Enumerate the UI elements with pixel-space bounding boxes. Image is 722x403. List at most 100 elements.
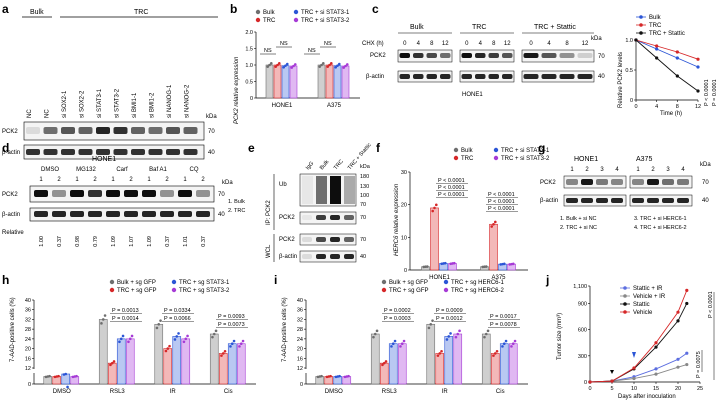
data-point bbox=[282, 65, 286, 69]
legend-label: TRC + sg GFP bbox=[389, 288, 429, 294]
p-value: P = 0.0073 bbox=[218, 322, 245, 328]
band-pck2 bbox=[541, 53, 557, 58]
treatment-label: Carf bbox=[116, 167, 128, 173]
time-label: 4 bbox=[479, 41, 483, 47]
y-tick-label: 28 bbox=[25, 327, 31, 333]
band-pck2 bbox=[160, 190, 174, 197]
p-value: P < 0.0001 bbox=[488, 206, 515, 212]
kda-label: 130 bbox=[360, 184, 369, 190]
data-point bbox=[118, 340, 121, 344]
band-actin bbox=[26, 149, 40, 155]
panel-c-p2: P = 0.0001 bbox=[712, 79, 718, 106]
legend-marker bbox=[381, 279, 387, 285]
inoculation-marker bbox=[610, 370, 614, 374]
band-actin bbox=[344, 254, 354, 259]
data-point bbox=[494, 220, 497, 224]
data-point bbox=[447, 335, 451, 338]
data-point bbox=[101, 318, 105, 321]
data-point bbox=[436, 354, 440, 357]
band-actin bbox=[677, 198, 689, 203]
x-tick-label: 20 bbox=[675, 386, 681, 392]
data-point bbox=[229, 345, 232, 348]
series-line bbox=[589, 290, 688, 383]
y-tick-label: 1.0 bbox=[625, 38, 633, 44]
data-point bbox=[655, 44, 659, 48]
y-tick-label: 36 bbox=[25, 308, 31, 314]
legend-label: Bulk bbox=[263, 10, 276, 16]
data-point bbox=[214, 329, 218, 333]
bar bbox=[435, 353, 445, 385]
lane-number: 3 bbox=[666, 167, 670, 173]
p-value: P = 0.0066 bbox=[164, 316, 191, 322]
band-pck2 bbox=[142, 190, 156, 197]
relative-value: 0.37 bbox=[57, 236, 63, 247]
band-pck2 bbox=[426, 53, 437, 58]
lane-number: 2 bbox=[93, 177, 97, 183]
legend-marker bbox=[293, 17, 299, 23]
data-point bbox=[278, 62, 281, 65]
bar bbox=[98, 319, 108, 385]
band-pck2 bbox=[559, 53, 575, 58]
band-pck2 bbox=[78, 127, 93, 134]
bar bbox=[397, 343, 407, 385]
data-point bbox=[372, 335, 375, 339]
blot-actin bbox=[299, 250, 357, 263]
data-point bbox=[483, 335, 486, 339]
data-point bbox=[346, 63, 349, 66]
legend-label: TRC + sg HERC6-2 bbox=[451, 288, 505, 294]
time-label: 8 bbox=[430, 41, 434, 47]
data-point bbox=[239, 342, 243, 346]
lane-label: si NANOG-2 bbox=[185, 84, 191, 118]
p-value: P = 0.0078 bbox=[490, 322, 517, 328]
data-point bbox=[504, 339, 508, 343]
data-point bbox=[390, 345, 393, 348]
data-point bbox=[654, 345, 658, 349]
kda-label: 70 bbox=[360, 202, 366, 208]
band-actin bbox=[577, 74, 593, 79]
data-point bbox=[330, 62, 333, 65]
p-value: P = 0.0003 bbox=[384, 316, 411, 322]
bar bbox=[236, 343, 246, 385]
panel-c-p1: P < 0.0001 bbox=[704, 79, 710, 106]
blot-ub bbox=[299, 173, 357, 207]
band-pck2 bbox=[148, 127, 163, 134]
data-point bbox=[173, 338, 177, 341]
band-pck2-ip bbox=[344, 215, 354, 220]
y-tick-label: 20 bbox=[401, 203, 407, 209]
lane-number: 4 bbox=[681, 167, 685, 173]
data-point bbox=[290, 66, 294, 69]
legend-label: Bulk + sg GFP bbox=[389, 280, 428, 286]
panel-c-kda: kDa bbox=[591, 36, 602, 42]
bar bbox=[218, 353, 228, 385]
panel-c-time-labels: 0 4 8 12 0 4 8 12 0 4 8 12 bbox=[403, 41, 589, 47]
band-actin bbox=[523, 74, 539, 79]
legend-label: Stattic + IR bbox=[633, 286, 663, 292]
band-pck2 bbox=[196, 190, 210, 197]
lane-number: 4 bbox=[615, 167, 619, 173]
band-actin bbox=[34, 211, 48, 217]
category-label: IR bbox=[170, 389, 177, 395]
bar bbox=[444, 336, 454, 385]
panel-c-header-stattic: TRC + Stattic bbox=[534, 24, 576, 31]
kda-label: 70 bbox=[360, 237, 366, 243]
data-point bbox=[220, 354, 223, 357]
data-point bbox=[676, 357, 680, 361]
y-tick-label: 0 bbox=[28, 382, 31, 388]
lane-label: TRC bbox=[333, 159, 345, 172]
data-point bbox=[166, 347, 170, 350]
data-point bbox=[685, 351, 689, 355]
relative-value: 0.37 bbox=[201, 236, 207, 247]
panel-e: e IgG Bulk TRC TRC + Stattic IP: PCK2 WCL U… bbox=[248, 141, 373, 263]
time-label: 0 bbox=[403, 41, 407, 47]
band-actin bbox=[131, 149, 145, 155]
panel-b-chart: 0 0.5 1.0 1.5 2.0 HONE1 A375 NS NS NS NS bbox=[245, 30, 360, 109]
data-point bbox=[211, 335, 214, 339]
band-pck2 bbox=[475, 53, 486, 58]
axis-break bbox=[303, 369, 529, 373]
data-point bbox=[696, 57, 700, 61]
band-pck2 bbox=[488, 53, 499, 58]
y-tick-label: 32 bbox=[25, 317, 31, 323]
lane-number: 1 bbox=[75, 177, 79, 183]
band-pck2 bbox=[26, 127, 40, 134]
legend-marker bbox=[639, 31, 643, 35]
